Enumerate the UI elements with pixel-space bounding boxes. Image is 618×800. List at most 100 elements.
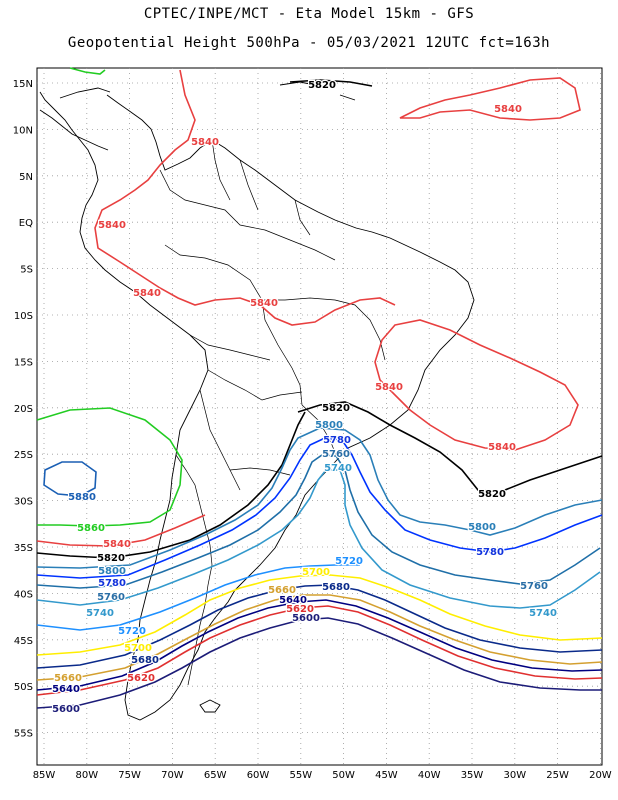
coastlines (39, 81, 475, 721)
contour-label: 5760 (520, 581, 548, 592)
contour-label: 5820 (478, 489, 506, 500)
falklands (199, 699, 221, 713)
lon-tick-label: 80W (75, 770, 98, 781)
map-frame (36, 67, 603, 766)
lon-tick-label: 45W (375, 770, 398, 781)
contour-label: 5740 (529, 608, 557, 619)
contour-line (36, 454, 601, 589)
contour-label: 5820 (308, 80, 336, 91)
lat-tick-label: 25S (14, 450, 33, 461)
contour-line (43, 461, 97, 497)
contour-label: 5840 (103, 539, 131, 550)
lat-tick-label: 15N (13, 79, 33, 90)
lon-tick-label: 55W (289, 770, 312, 781)
contour-line (36, 564, 360, 631)
contour-label: 5840 (375, 382, 403, 393)
lon-tick-label: 30W (503, 770, 526, 781)
contour-line (36, 584, 603, 669)
contour-line (94, 69, 396, 326)
lon-tick-label: 60W (247, 770, 270, 781)
contour-labels: 5820 5840 5840 5840 5840 5840 5840 5840 5820 5800… (51, 79, 558, 716)
lon-tick-label: 65W (204, 770, 227, 781)
chart-title-line2: Geopotential Height 500hPa - 05/03/2021 … (67, 35, 551, 51)
contour-line (36, 574, 603, 656)
lon-tick-label: 70W (161, 770, 184, 781)
lat-tick-label: 10S (14, 311, 33, 322)
contour-label: 5840 (250, 298, 278, 309)
contour-label: 5780 (323, 435, 351, 446)
lon-tick-label: 25W (546, 770, 569, 781)
contour-label: 5780 (476, 547, 504, 558)
contour-label: 5800 (315, 420, 343, 431)
contour-label: 5840 (191, 137, 219, 148)
lat-tick-label: 5S (20, 265, 33, 276)
lon-tick-label: 75W (118, 770, 141, 781)
contour-label: 5800 (468, 522, 496, 533)
contour-line (289, 79, 373, 87)
contour-label: 5700 (302, 567, 330, 578)
contour-line (36, 437, 603, 579)
lon-tick-label: 35W (461, 770, 484, 781)
central-america-coast (39, 87, 111, 151)
contour-label: 5820 (97, 553, 125, 564)
chart-title-line1: CPTEC/INPE/MCT - Eta Model 15km - GFS (143, 6, 475, 22)
contour-label: 5800 (98, 566, 126, 577)
contour-label: 5780 (98, 578, 126, 589)
contour-line (69, 67, 106, 75)
contour-line (36, 599, 603, 691)
contour-line (36, 605, 603, 696)
lat-tick-label: 30S (14, 497, 33, 508)
longitude-labels: 85W 80W 75W 70W 65W 60W 55W 50W 45W 40W 35W 30W 25W 2… (33, 770, 612, 781)
contour-line (374, 319, 579, 451)
contour-label: 5760 (322, 449, 350, 460)
lat-tick-label: 40S (14, 589, 33, 600)
contour-label: 5620 (127, 673, 155, 684)
contour-line (36, 514, 206, 547)
contour-label: 5740 (324, 463, 352, 474)
lon-tick-label: 85W (33, 770, 56, 781)
lon-tick-label: 50W (332, 770, 355, 781)
contour-label: 5640 (52, 684, 80, 695)
contour-label: 5840 (488, 442, 516, 453)
contour-label: 5640 (279, 595, 307, 606)
contour-label: 5840 (98, 220, 126, 231)
contour-line (399, 77, 581, 121)
country-borders (159, 139, 386, 686)
contour-label: 5760 (97, 592, 125, 603)
contour-label: 5660 (54, 673, 82, 684)
contour-label: 5700 (124, 643, 152, 654)
south-america-coast (39, 91, 475, 721)
contour-label: 5840 (494, 104, 522, 115)
lat-tick-label: 50S (14, 682, 33, 693)
contour-label: 5660 (268, 585, 296, 596)
lat-tick-label: 15S (14, 357, 33, 368)
lon-tick-label: 20W (589, 770, 612, 781)
contour-line (36, 407, 183, 527)
contour-label: 5720 (335, 556, 363, 567)
lat-tick-label: EQ (19, 218, 33, 229)
contour-label: 5680 (322, 582, 350, 593)
lat-tick-label: 5N (19, 172, 33, 183)
contour-label: 5600 (292, 613, 320, 624)
lat-tick-label: 20S (14, 404, 33, 415)
lat-tick-label: 10N (13, 125, 33, 136)
lon-tick-label: 40W (418, 770, 441, 781)
contour-label: 5740 (86, 608, 114, 619)
contour-line (36, 469, 601, 609)
lat-tick-label: 35S (14, 543, 33, 554)
contour-label: 5860 (77, 523, 105, 534)
contour-label: 5620 (286, 604, 314, 615)
latitude-labels: 15N 10N 5N EQ 5S 10S 15S 20S 25S 30S 35S 40S 45S 50S 5… (13, 79, 33, 740)
height-contours (36, 67, 603, 709)
lat-tick-label: 45S (14, 636, 33, 647)
contour-line (297, 401, 603, 493)
contour-line (36, 617, 602, 709)
lat-tick-label: 55S (14, 729, 33, 740)
contour-line (36, 427, 603, 569)
graticule (37, 68, 602, 765)
contour-label: 5720 (118, 626, 146, 637)
contour-label: 5840 (133, 288, 161, 299)
contour-label: 5600 (52, 704, 80, 715)
contour-label: 5820 (322, 403, 350, 414)
